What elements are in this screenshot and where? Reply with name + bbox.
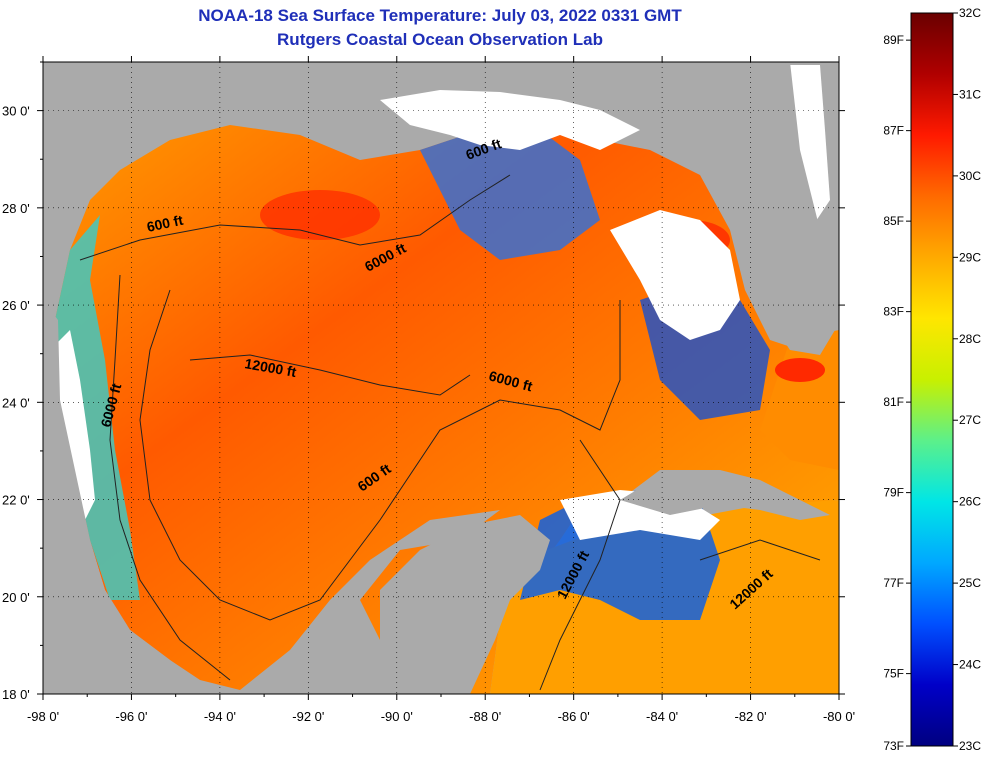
colorbar-celsius-labels: 32C 31C 30C 29C 28C 27C 26C 25C 24C 23C [953, 6, 981, 753]
celsius-label: 24C [959, 658, 981, 672]
fahrenheit-label: 77F [883, 576, 904, 590]
lon-tick-label: -98 0' [27, 709, 59, 724]
lon-tick-label: -90 0' [381, 709, 413, 724]
colorbar-fahrenheit-labels: 89F 87F 85F 83F 81F 79F 77F 75F 73F [883, 33, 911, 753]
map-title: NOAA-18 Sea Surface Temperature: July 03… [198, 6, 682, 25]
contour-12000 [189, 354, 471, 396]
celsius-label: 23C [959, 739, 981, 753]
celsius-label: 25C [959, 576, 981, 590]
warm-spot-keys [775, 358, 825, 382]
fahrenheit-label: 83F [883, 305, 904, 319]
fahrenheit-label: 87F [883, 124, 904, 138]
fahrenheit-label: 73F [883, 739, 904, 753]
land-yucatan [380, 515, 550, 694]
lon-tick-label: -80 0' [823, 709, 855, 724]
contour-12000-caribbean-east [699, 539, 821, 561]
map-layers [43, 62, 839, 694]
cloud-louisiana [380, 90, 640, 150]
lon-tick-label: -82 0' [734, 709, 766, 724]
contour-600-west [109, 274, 231, 681]
fahrenheit-label: 81F [883, 395, 904, 409]
lat-tick-label: 26 0' [2, 298, 30, 313]
colorbar [910, 12, 954, 747]
land-florida [720, 62, 835, 355]
axis-ticks [37, 56, 845, 700]
lon-tick-label: -96 0' [115, 709, 147, 724]
contour-12000-caribbean [539, 439, 621, 691]
contour-6000 [139, 289, 621, 621]
lon-tick-label: -86 0' [558, 709, 590, 724]
cool-coastal-west [55, 215, 140, 600]
contour-600-north [79, 174, 511, 261]
fahrenheit-label: 75F [883, 667, 904, 681]
celsius-label: 29C [959, 250, 981, 264]
lat-tick-label: 18 0' [2, 687, 30, 702]
lon-tick-label: -94 0' [204, 709, 236, 724]
celsius-label: 26C [959, 495, 981, 509]
fahrenheit-label: 79F [883, 486, 904, 500]
warm-spot-north [260, 190, 380, 240]
lon-tick-label: -88 0' [469, 709, 501, 724]
land-mexico [43, 300, 200, 694]
longitude-labels: -98 0' -96 0' -94 0' -92 0' -90 0' -88 0' -86 … [27, 709, 855, 724]
cool-north-coast [420, 130, 600, 260]
cloud-florida [610, 210, 740, 340]
celsius-label: 32C [959, 6, 981, 20]
map-subtitle: Rutgers Coastal Ocean Observation Lab [277, 30, 603, 49]
cloud-texas [50, 330, 95, 530]
lat-tick-label: 28 0' [2, 201, 30, 216]
lat-tick-label: 24 0' [2, 395, 30, 410]
lon-tick-label: -92 0' [292, 709, 324, 724]
celsius-label: 31C [959, 87, 981, 101]
lat-tick-label: 22 0' [2, 493, 30, 508]
contour-label-600-north: 600 ft [145, 212, 184, 235]
celsius-label: 27C [959, 413, 981, 427]
lat-tick-label: 30 0' [2, 104, 30, 119]
fahrenheit-label: 89F [883, 33, 904, 47]
land-cuba [620, 470, 830, 520]
celsius-label: 28C [959, 332, 981, 346]
lat-tick-label: 20 0' [2, 590, 30, 605]
latitude-labels: 18 0' 20 0' 22 0' 24 0' 26 0' 28 0' 30 0' [2, 104, 30, 702]
celsius-label: 30C [959, 169, 981, 183]
depth-contours [79, 174, 821, 691]
lon-tick-label: -84 0' [646, 709, 678, 724]
fahrenheit-label: 85F [883, 214, 904, 228]
